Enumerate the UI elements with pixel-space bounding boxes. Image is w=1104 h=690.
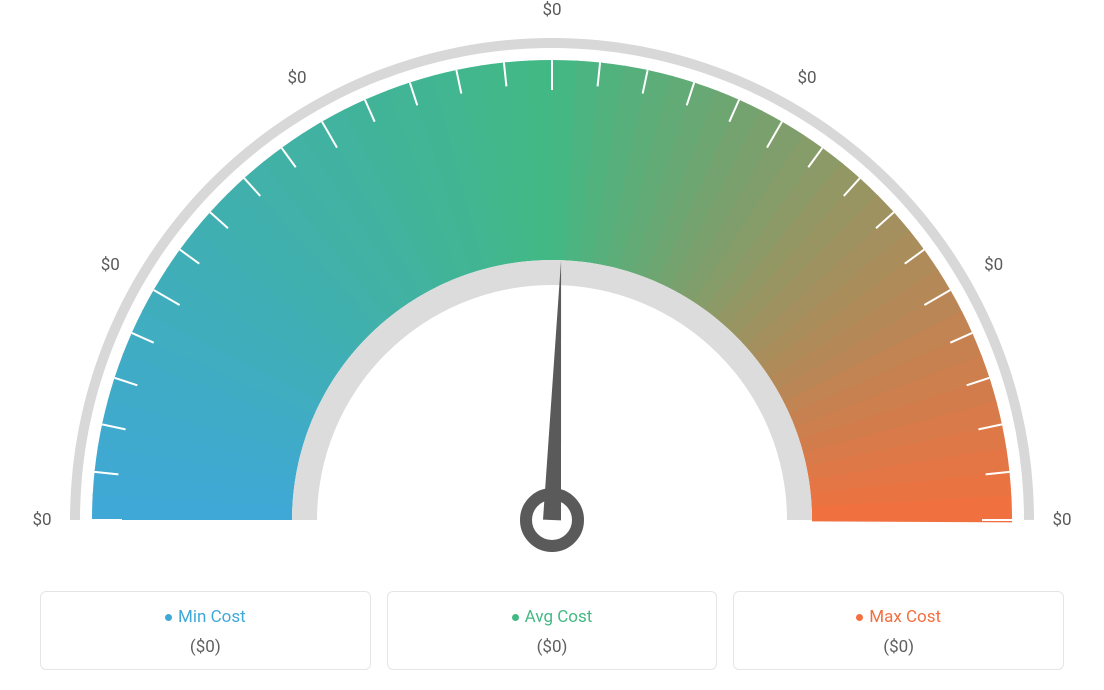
legend-label-min: Min Cost [165, 607, 246, 627]
gauge-tick-label: $0 [797, 68, 816, 88]
gauge-tick-label: $0 [542, 0, 561, 20]
gauge-area: $0 $0 $0 $0 $0 $0 $0 [0, 0, 1104, 560]
gauge-svg [0, 0, 1104, 560]
cost-gauge-chart: $0 $0 $0 $0 $0 $0 $0 Min Cost ($0) Avg Cost ($… [0, 0, 1104, 690]
legend-dot-max [856, 614, 863, 621]
gauge-tick-label: $0 [984, 255, 1003, 275]
legend-label-avg: Avg Cost [512, 607, 593, 627]
legend-card-avg: Avg Cost ($0) [387, 591, 718, 671]
gauge-tick-label: $0 [1052, 510, 1071, 530]
legend-label-text-max: Max Cost [869, 607, 941, 627]
gauge-tick-label: $0 [101, 255, 120, 275]
legend-card-max: Max Cost ($0) [733, 591, 1064, 671]
legend-card-min: Min Cost ($0) [40, 591, 371, 671]
gauge-tick-label: $0 [32, 510, 51, 530]
legend-dot-min [165, 614, 172, 621]
gauge-tick-label: $0 [287, 68, 306, 88]
legend-label-text-min: Min Cost [178, 607, 246, 627]
legend-label-text-avg: Avg Cost [525, 607, 593, 627]
legend-dot-avg [512, 614, 519, 621]
legend-value-min: ($0) [51, 637, 360, 657]
legend-value-avg: ($0) [398, 637, 707, 657]
legend-value-max: ($0) [744, 637, 1053, 657]
legend-label-max: Max Cost [856, 607, 941, 627]
legend-row: Min Cost ($0) Avg Cost ($0) Max Cost ($0… [40, 591, 1064, 671]
